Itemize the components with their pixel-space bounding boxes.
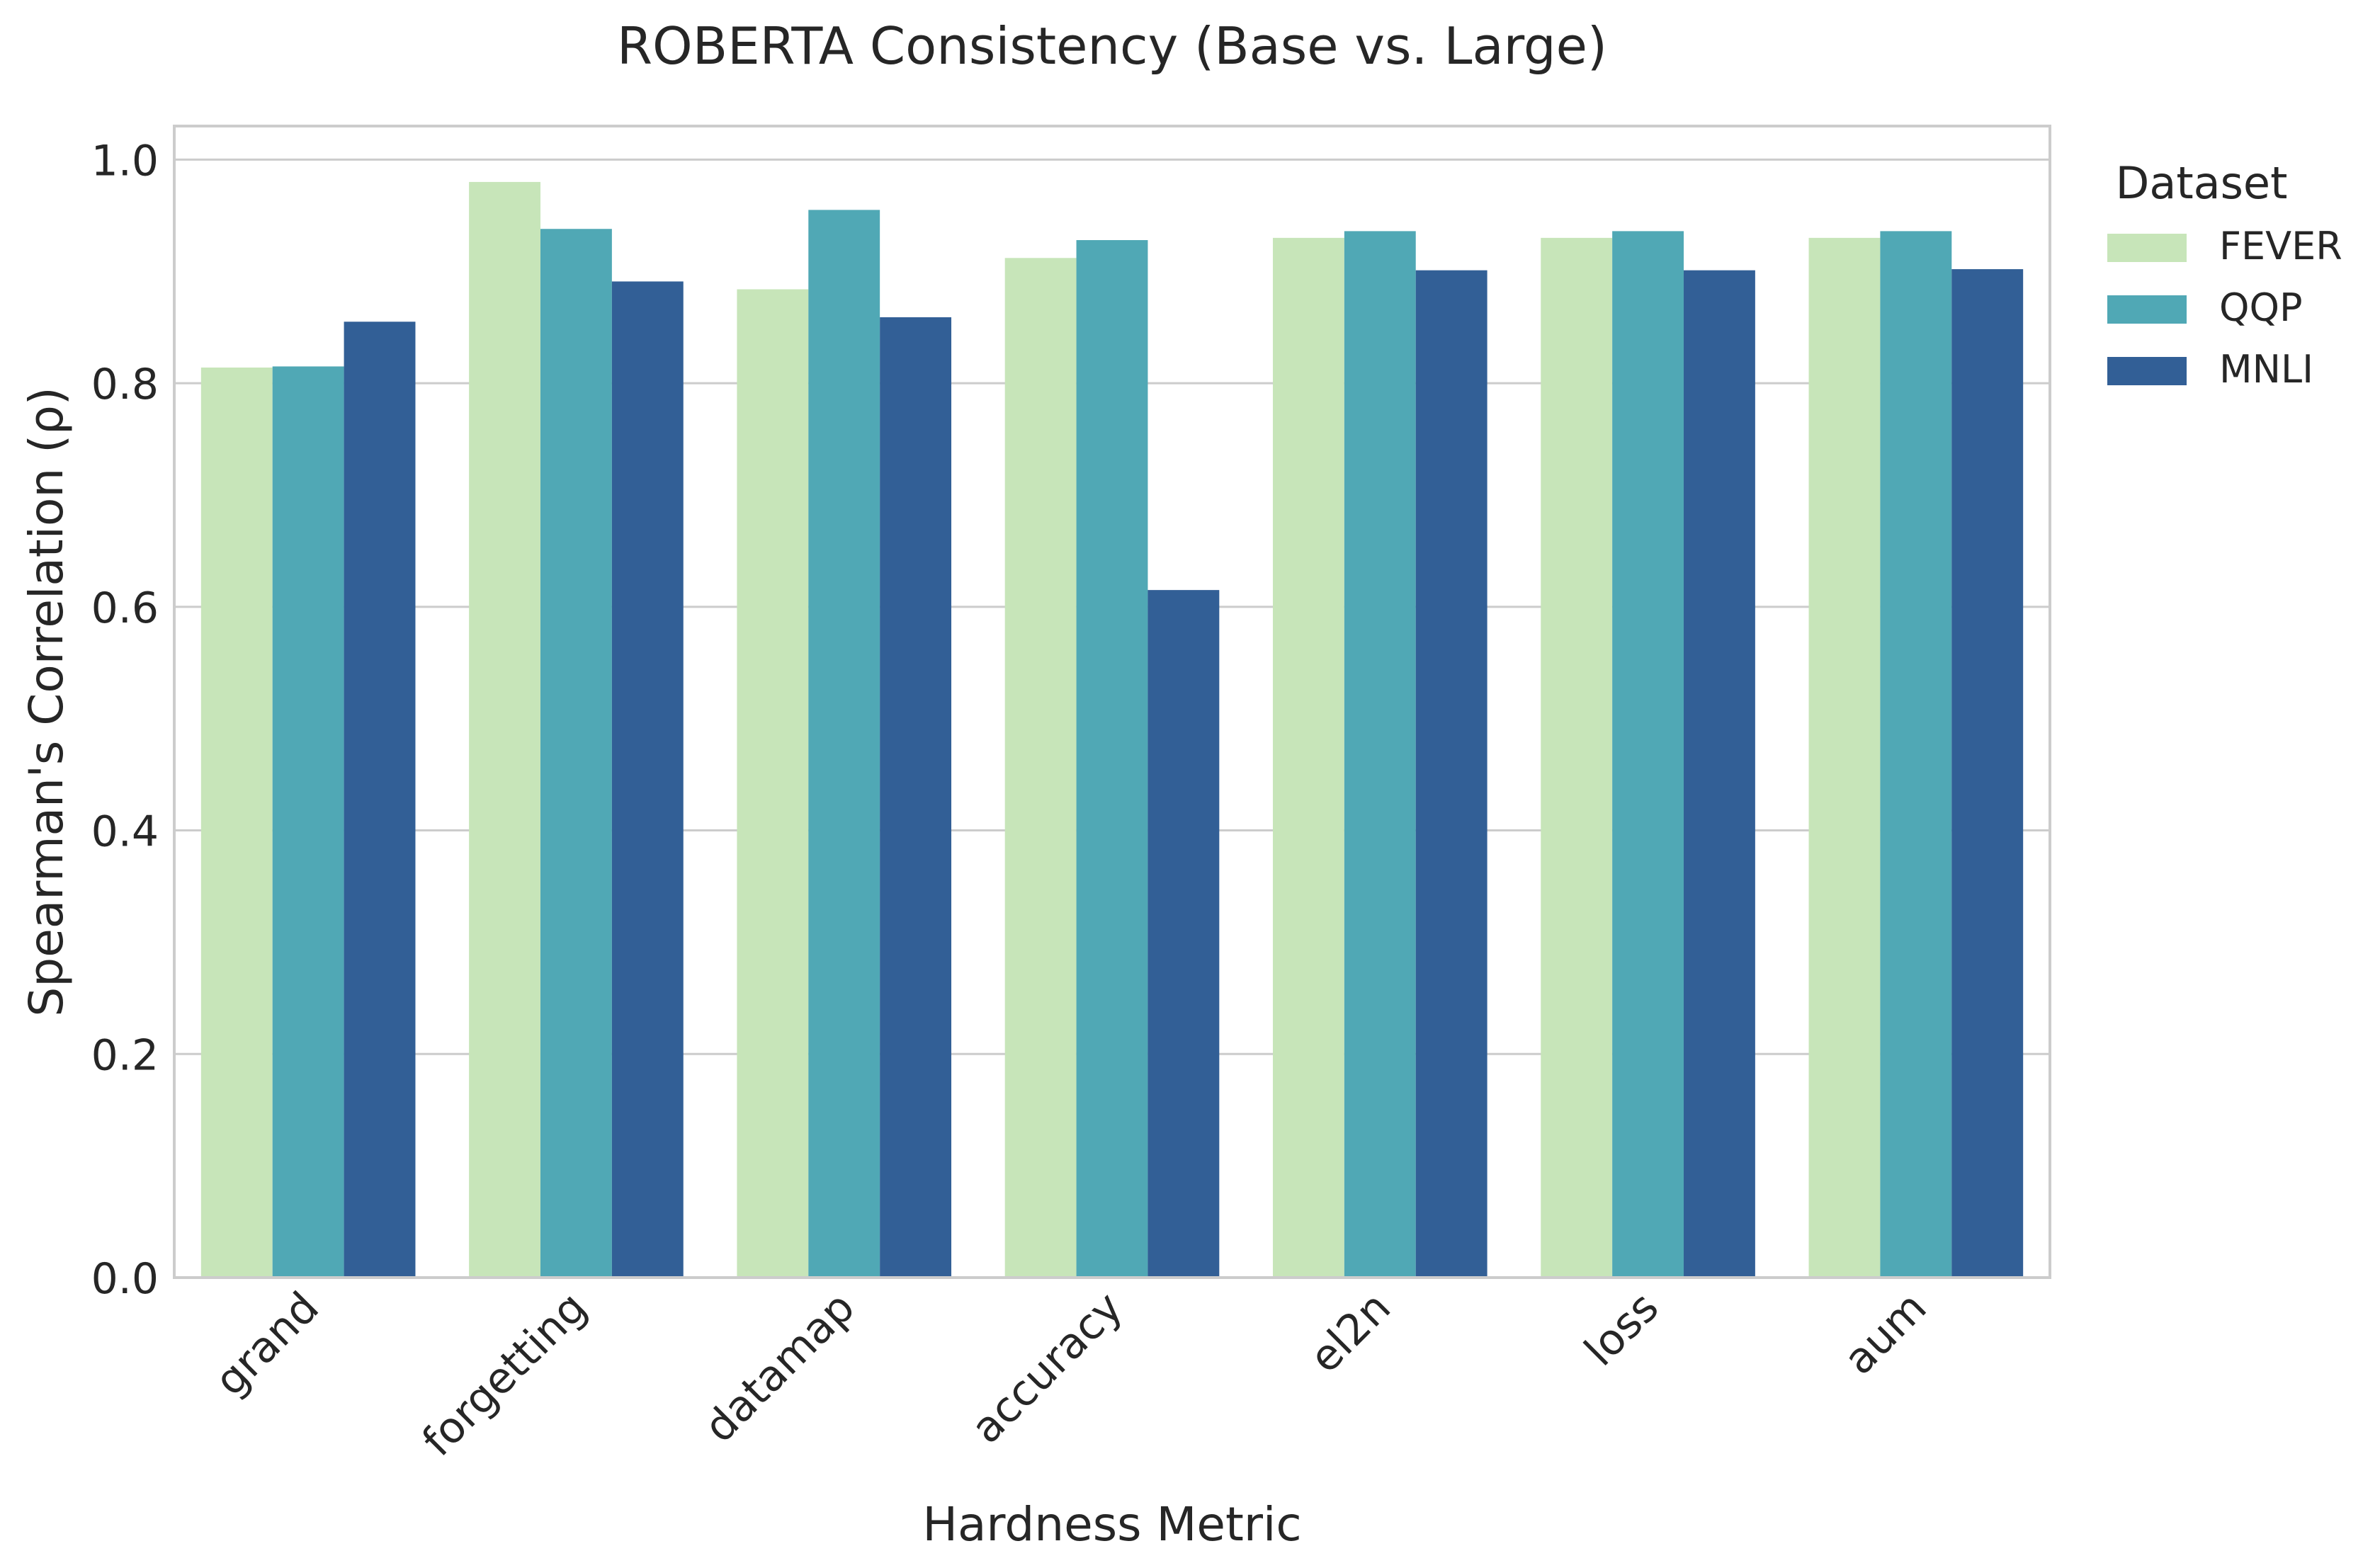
bar-qqp-aum xyxy=(1880,231,1952,1278)
y-tick-labels: 0.0 0.2 0.4 0.6 0.8 1.0 xyxy=(91,136,159,1304)
x-tick-label: datamap xyxy=(695,1283,864,1452)
bar-fever-accuracy xyxy=(1004,258,1077,1278)
bar-mnli-el2n xyxy=(1415,270,1488,1278)
bar-mnli-accuracy xyxy=(1148,590,1220,1278)
y-tick-label: 0.4 xyxy=(91,807,159,857)
y-tick-label: 0.6 xyxy=(91,584,159,633)
bar-qqp-datamap xyxy=(808,210,880,1278)
bar-mnli-datamap xyxy=(880,317,952,1278)
legend-swatch-fever xyxy=(2107,234,2187,262)
bar-qqp-loss xyxy=(1612,231,1684,1278)
y-tick-label: 0.0 xyxy=(91,1254,159,1304)
legend-title: Dataset xyxy=(2116,157,2288,209)
bar-fever-forgetting xyxy=(469,181,540,1278)
chart-title: ROBERTA Consistency (Base vs. Large) xyxy=(617,16,1607,76)
bar-fever-datamap xyxy=(737,289,809,1278)
bar-mnli-forgetting xyxy=(611,281,684,1278)
x-tick-label: el2n xyxy=(1300,1283,1400,1382)
bar-qqp-grand xyxy=(272,366,344,1278)
legend-label-fever: FEVER xyxy=(2219,224,2342,268)
legend-swatch-qqp xyxy=(2107,295,2187,324)
x-tick-labels: grand forgetting datamap accuracy el2n loss au… xyxy=(205,1283,1936,1466)
bar-fever-grand xyxy=(200,367,273,1278)
bar-mnli-loss xyxy=(1684,270,1755,1278)
bar-qqp-forgetting xyxy=(540,229,612,1278)
x-tick-label: accuracy xyxy=(962,1283,1133,1453)
y-tick-label: 0.2 xyxy=(91,1030,159,1080)
x-tick-label: forgetting xyxy=(413,1283,596,1466)
plot-frame xyxy=(173,125,2051,1279)
bar-fever-aum xyxy=(1808,237,1881,1278)
bar-qqp-el2n xyxy=(1344,231,1416,1278)
legend-label-mnli: MNLI xyxy=(2219,347,2313,392)
bars xyxy=(200,181,2024,1278)
legend: Dataset FEVER QQP MNLI xyxy=(2107,157,2342,392)
x-axis-label: Hardness Metric xyxy=(922,1497,1301,1552)
y-tick-label: 1.0 xyxy=(91,136,159,186)
bar-fever-loss xyxy=(1541,237,1613,1278)
y-tick-label: 0.8 xyxy=(91,360,159,409)
x-tick-label: grand xyxy=(205,1283,329,1406)
x-tick-label: aum xyxy=(1835,1283,1937,1385)
bar-mnli-grand xyxy=(344,322,416,1278)
y-axis-label: Spearman's Correlation (ρ) xyxy=(19,387,74,1016)
bar-mnli-aum xyxy=(1951,269,2024,1278)
legend-label-qqp: QQP xyxy=(2219,285,2303,330)
legend-swatch-mnli xyxy=(2107,357,2187,385)
x-tick-label: loss xyxy=(1575,1283,1668,1375)
bar-qqp-accuracy xyxy=(1076,240,1148,1278)
bar-fever-el2n xyxy=(1272,237,1344,1278)
